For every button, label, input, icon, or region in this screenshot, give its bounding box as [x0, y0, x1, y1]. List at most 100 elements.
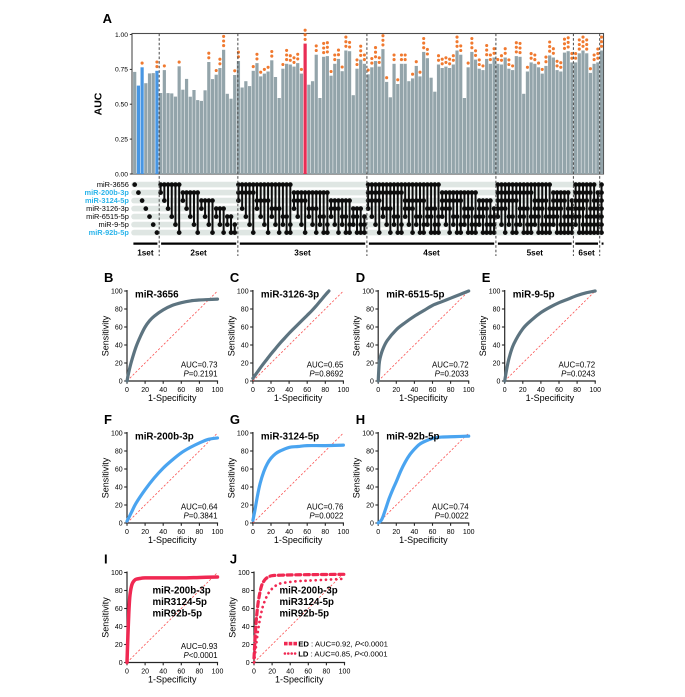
svg-text:60: 60	[177, 669, 185, 676]
svg-text:1-Specificity: 1-Specificity	[274, 393, 323, 403]
svg-text:0: 0	[245, 520, 249, 527]
svg-text:20: 20	[141, 669, 149, 676]
svg-text:20: 20	[519, 387, 527, 394]
svg-text:AUC=0.76: AUC=0.76	[307, 502, 344, 511]
svg-text:1-Specificity: 1-Specificity	[148, 535, 197, 545]
svg-text:Sensitivity: Sensitivity	[228, 597, 238, 638]
svg-text:1-Specificity: 1-Specificity	[399, 535, 448, 545]
svg-text:40: 40	[115, 484, 123, 491]
svg-text:20: 20	[392, 387, 400, 394]
svg-text:40: 40	[241, 342, 249, 349]
svg-text:40: 40	[115, 624, 123, 631]
svg-text:100: 100	[111, 570, 123, 577]
svg-text:miR3124-5p: miR3124-5p	[153, 597, 207, 608]
svg-text:20: 20	[115, 642, 123, 649]
svg-text:AUC: AUC	[93, 92, 105, 115]
svg-text:P=0.8692: P=0.8692	[309, 369, 343, 378]
svg-text:80: 80	[115, 306, 123, 313]
svg-text:0: 0	[119, 520, 123, 527]
svg-text:60: 60	[429, 387, 437, 394]
svg-text:100: 100	[238, 570, 250, 577]
svg-text:C: C	[230, 270, 240, 285]
svg-text:miR-3126-3p: miR-3126-3p	[261, 289, 319, 300]
svg-text:0: 0	[119, 378, 123, 385]
svg-text:100: 100	[338, 387, 350, 394]
svg-text:20: 20	[366, 360, 374, 367]
svg-text:80: 80	[321, 387, 329, 394]
svg-text:1-Specificity: 1-Specificity	[526, 393, 575, 403]
svg-text:100: 100	[237, 430, 249, 437]
svg-text:60: 60	[303, 387, 311, 394]
svg-text:100: 100	[339, 669, 351, 676]
svg-text:0.00: 0.00	[115, 171, 128, 178]
svg-text:60: 60	[429, 529, 437, 536]
svg-text:miR-200b-3p: miR-200b-3p	[153, 586, 211, 597]
svg-text:100: 100	[111, 430, 123, 437]
svg-text:80: 80	[366, 448, 374, 455]
svg-text:0: 0	[496, 378, 500, 385]
svg-text:80: 80	[447, 529, 455, 536]
svg-text:100: 100	[463, 529, 475, 536]
svg-text:80: 80	[241, 448, 249, 455]
svg-text:miR-92b-5p: miR-92b-5p	[89, 228, 130, 237]
svg-text:1.00: 1.00	[115, 32, 128, 39]
svg-text:40: 40	[159, 529, 167, 536]
svg-text:60: 60	[555, 387, 563, 394]
svg-text:20: 20	[141, 529, 149, 536]
svg-text:80: 80	[493, 306, 501, 313]
svg-text:20: 20	[115, 360, 123, 367]
svg-text:40: 40	[241, 484, 249, 491]
svg-text:P<0.0001: P<0.0001	[183, 651, 217, 660]
svg-text:0: 0	[251, 529, 255, 536]
svg-text:P=0.2033: P=0.2033	[435, 369, 470, 378]
svg-text:A: A	[103, 11, 113, 26]
svg-text:miR-6515-5p: miR-6515-5p	[386, 289, 444, 300]
svg-text:4set: 4set	[423, 249, 440, 258]
svg-text:60: 60	[303, 529, 311, 536]
svg-text:0: 0	[376, 529, 380, 536]
svg-text:100: 100	[362, 288, 374, 295]
svg-text:0: 0	[125, 387, 129, 394]
svg-text:100: 100	[212, 529, 224, 536]
svg-text:40: 40	[159, 387, 167, 394]
svg-text:100: 100	[589, 387, 601, 394]
svg-text:0.75: 0.75	[115, 67, 128, 74]
svg-text:20: 20	[241, 502, 249, 509]
svg-text:miR-9-5p: miR-9-5p	[513, 289, 555, 300]
svg-text:AUC=0.73: AUC=0.73	[181, 360, 218, 369]
svg-text:miR-200b-3p: miR-200b-3p	[280, 586, 338, 597]
svg-text:20: 20	[141, 387, 149, 394]
svg-text:Sensitivity: Sensitivity	[226, 315, 236, 356]
svg-text:40: 40	[366, 484, 374, 491]
svg-text:miR3124-5p: miR3124-5p	[280, 597, 334, 608]
svg-text:Sensitivity: Sensitivity	[352, 315, 362, 356]
svg-text:P=0.2191: P=0.2191	[183, 369, 217, 378]
svg-text:60: 60	[115, 606, 123, 613]
svg-text:I: I	[104, 551, 108, 566]
svg-text:100: 100	[212, 669, 224, 676]
svg-text:80: 80	[241, 306, 249, 313]
svg-text:80: 80	[196, 669, 204, 676]
svg-text:60: 60	[242, 606, 250, 613]
svg-text:P=0.0243: P=0.0243	[561, 369, 596, 378]
svg-text:40: 40	[242, 624, 250, 631]
svg-text:1-Specificity: 1-Specificity	[399, 393, 448, 403]
svg-text:80: 80	[447, 387, 455, 394]
svg-text:G: G	[230, 412, 240, 427]
svg-text:0: 0	[125, 529, 129, 536]
svg-text:J: J	[230, 551, 237, 566]
svg-text:miR92b-5p: miR92b-5p	[153, 608, 203, 619]
svg-text:3set: 3set	[294, 249, 311, 258]
svg-text:0.25: 0.25	[115, 136, 128, 143]
svg-text:80: 80	[196, 529, 204, 536]
svg-text:80: 80	[115, 588, 123, 595]
svg-text:40: 40	[366, 342, 374, 349]
svg-text:1-Specificity: 1-Specificity	[148, 393, 197, 403]
svg-text:miR-9-5p: miR-9-5p	[99, 220, 129, 229]
svg-text:0: 0	[376, 387, 380, 394]
svg-text:P=0.0022: P=0.0022	[435, 511, 469, 520]
svg-text:D: D	[356, 270, 365, 285]
svg-text:60: 60	[493, 324, 501, 331]
svg-text:20: 20	[115, 502, 123, 509]
svg-text:60: 60	[304, 669, 312, 676]
